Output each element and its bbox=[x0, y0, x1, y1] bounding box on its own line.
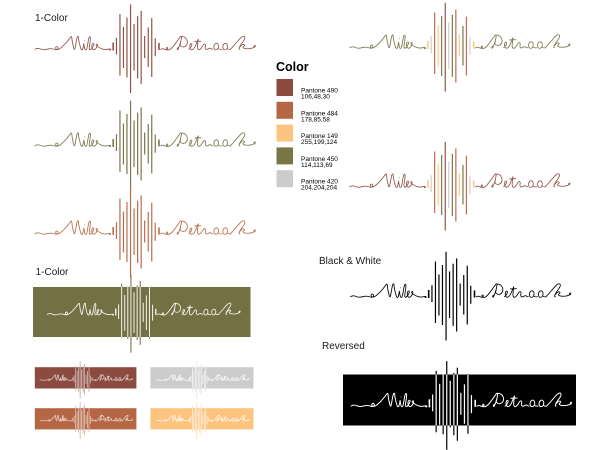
svg-text:1-Color: 1-Color bbox=[35, 13, 68, 24]
svg-text:178,85,58: 178,85,58 bbox=[301, 116, 330, 123]
svg-text:1-Color: 1-Color bbox=[36, 267, 69, 278]
svg-text:Pantone 149: Pantone 149 bbox=[301, 133, 338, 140]
svg-text:Pantone 484: Pantone 484 bbox=[301, 110, 338, 117]
svg-text:106,48,30: 106,48,30 bbox=[301, 94, 330, 101]
svg-text:Color: Color bbox=[276, 60, 309, 74]
svg-text:Reversed: Reversed bbox=[322, 341, 365, 352]
svg-text:Pantone 490: Pantone 490 bbox=[301, 88, 338, 95]
svg-text:Pantone 420: Pantone 420 bbox=[301, 179, 338, 186]
svg-text:Black & White: Black & White bbox=[319, 256, 382, 267]
svg-text:204,204,204: 204,204,204 bbox=[301, 185, 338, 192]
svg-text:114,113,69: 114,113,69 bbox=[301, 162, 333, 169]
svg-text:255,199,124: 255,199,124 bbox=[301, 139, 338, 146]
svg-text:Pantone 450: Pantone 450 bbox=[301, 156, 338, 163]
